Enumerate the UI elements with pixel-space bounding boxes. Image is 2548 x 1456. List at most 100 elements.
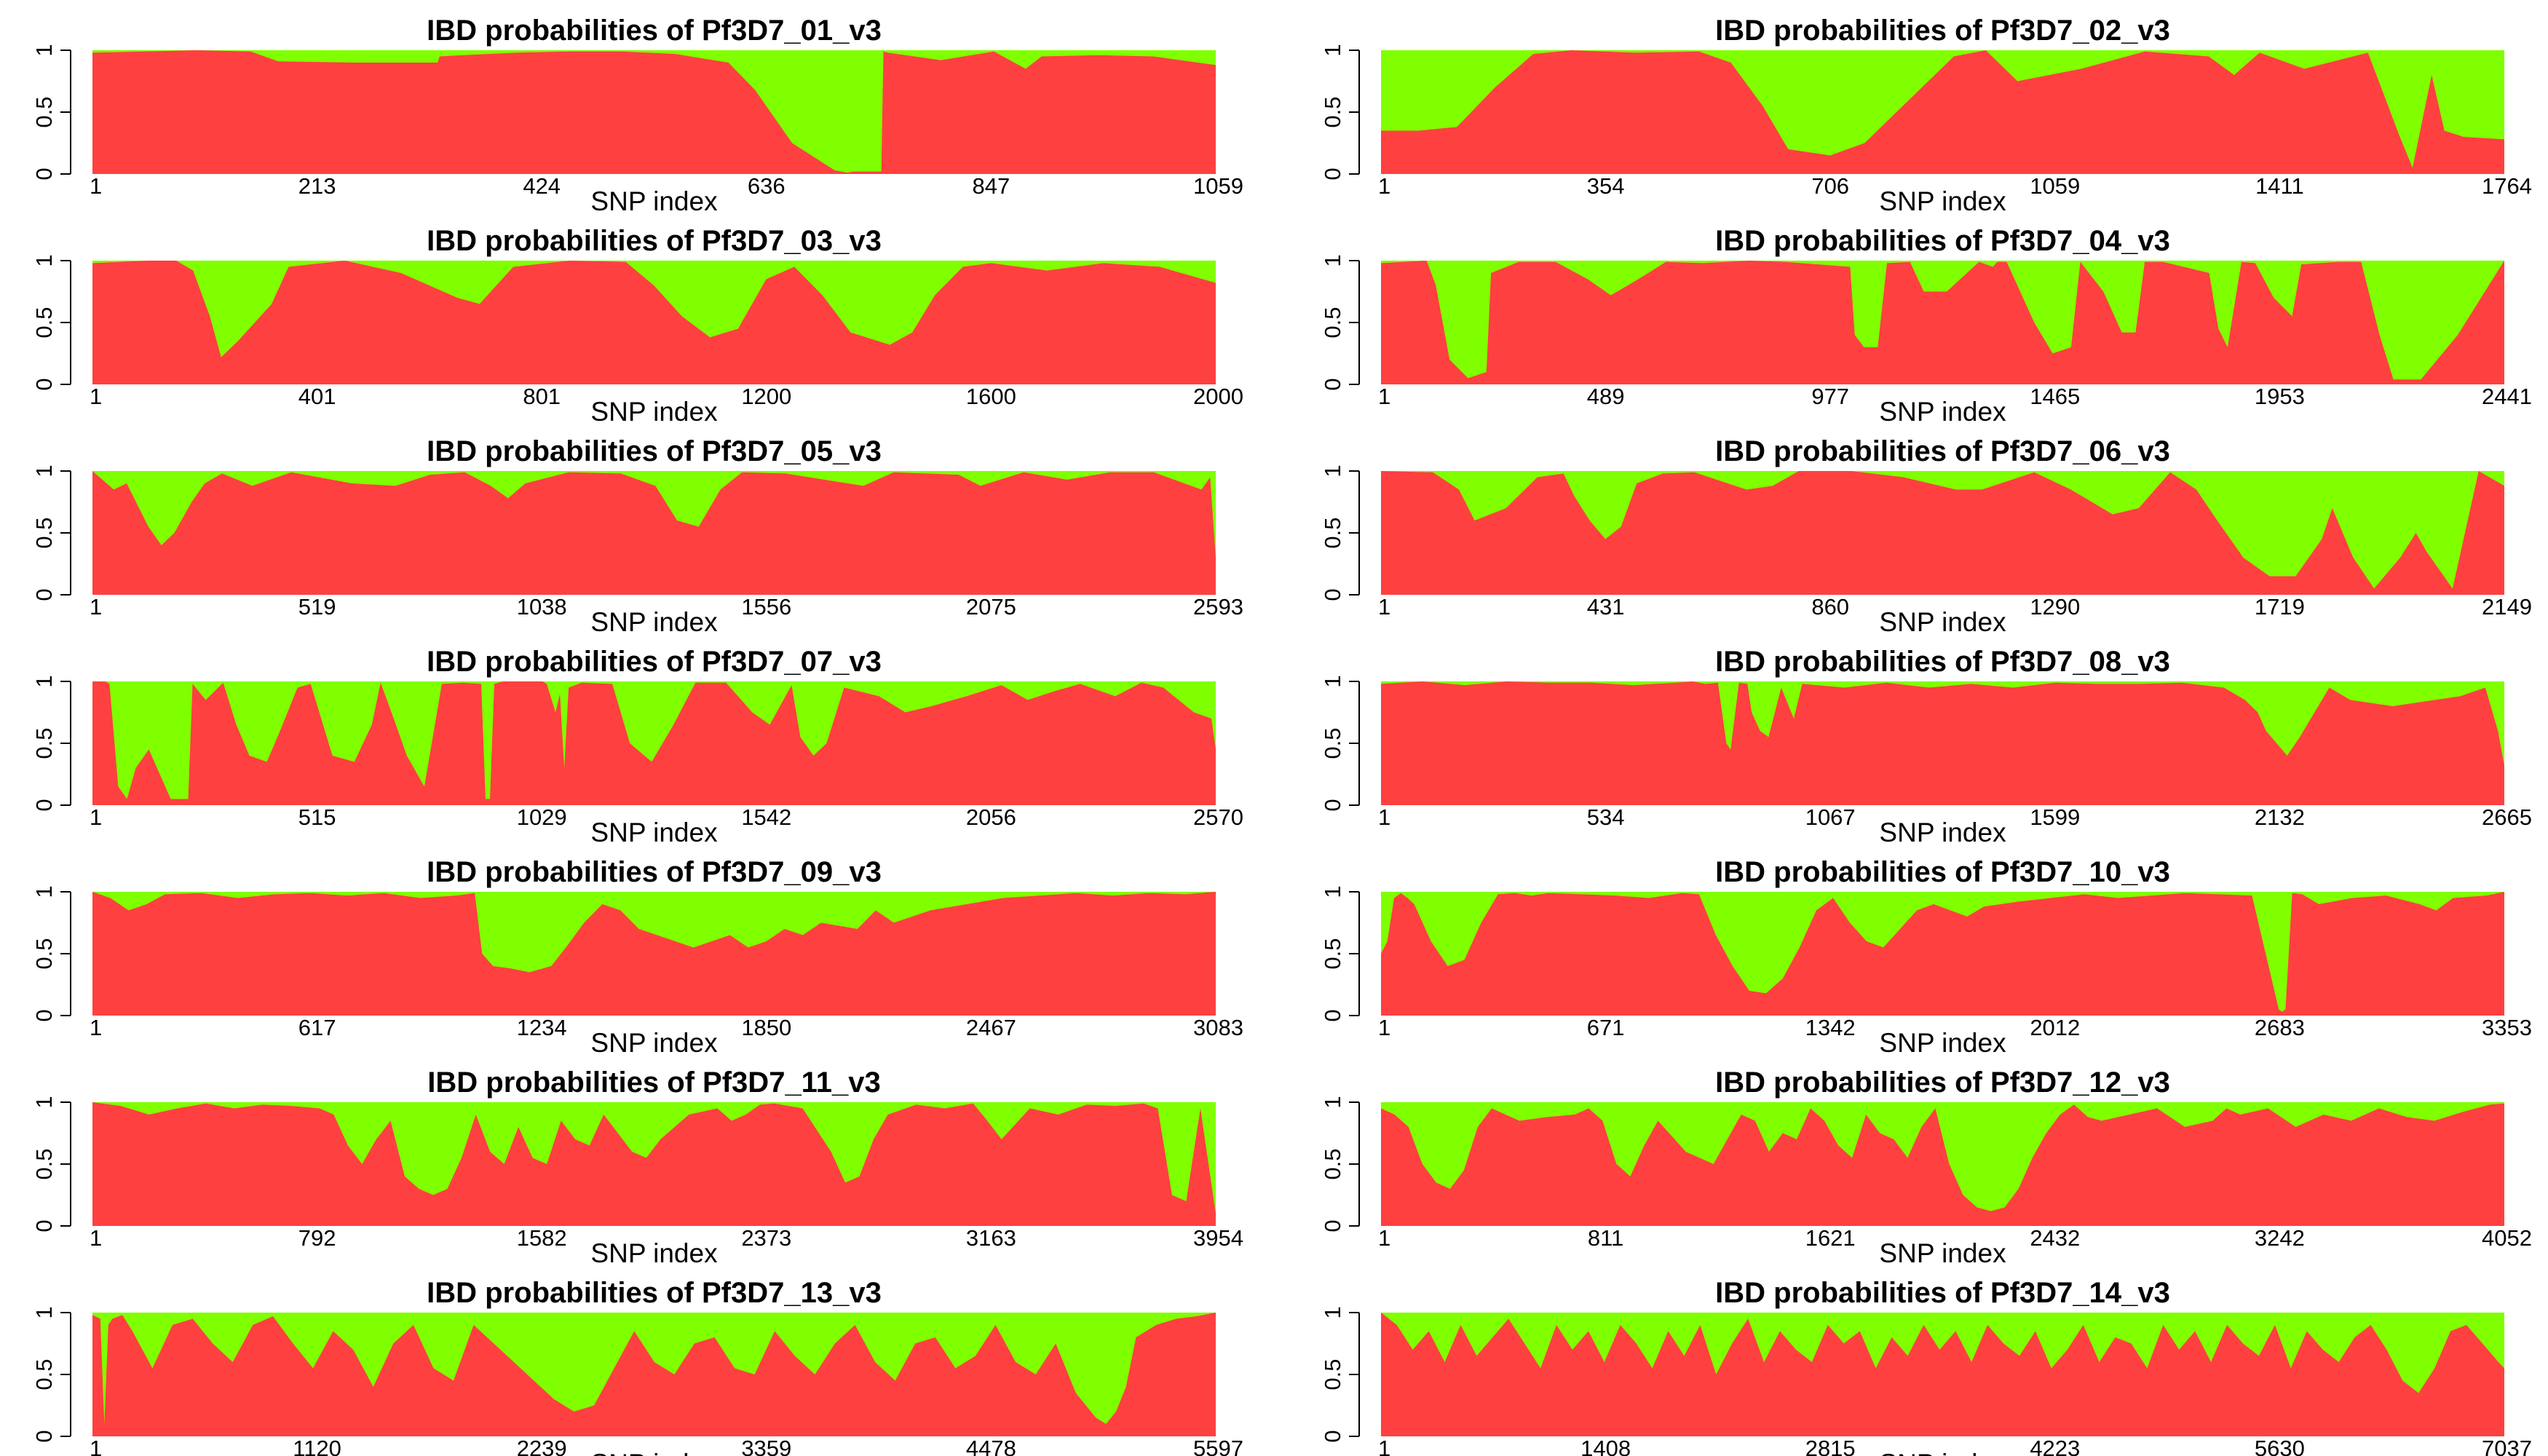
ibd-area — [92, 261, 1216, 384]
x-axis-label: SNP index — [1879, 186, 2006, 216]
ibd-area — [1381, 50, 2504, 174]
x-tick-label: 3242 — [2255, 1225, 2305, 1251]
x-tick-label: 2373 — [741, 1225, 791, 1251]
y-tick-label: 1 — [31, 254, 57, 266]
y-tick-label: 0.5 — [1320, 1358, 1345, 1390]
x-axis-label: SNP index — [1879, 818, 2006, 847]
y-tick-label: 0.5 — [1320, 1148, 1345, 1179]
x-tick-label: 671 — [1587, 1015, 1625, 1040]
y-tick-label: 0.5 — [31, 96, 57, 127]
x-axis-label: SNP index — [1879, 397, 2006, 427]
y-axis: 00.51 — [1320, 464, 1360, 601]
x-tick-label: 1408 — [1580, 1436, 1631, 1456]
x-tick-label: 2570 — [1193, 804, 1243, 830]
x-axis-label: SNP index — [590, 818, 718, 847]
x-tick-label: 1 — [1378, 384, 1390, 409]
chart-title: IBD probabilities of Pf3D7_11_v3 — [427, 1067, 880, 1099]
y-tick-label: 0 — [1320, 167, 1345, 180]
x-axis: 1 401 801 1200 1600 2000 — [90, 384, 1243, 409]
chart-title: IBD probabilities of Pf3D7_06_v3 — [1715, 435, 2170, 467]
x-tick-label: 1 — [90, 1225, 102, 1251]
ibd-area — [1381, 681, 2504, 805]
x-tick-label: 3954 — [1193, 1225, 1243, 1251]
x-axis: 1 431 860 1290 1719 2149 — [1378, 594, 2532, 620]
x-tick-label: 1 — [1378, 1225, 1390, 1251]
x-tick-label: 1542 — [741, 804, 791, 830]
x-tick-label: 519 — [298, 594, 336, 620]
x-axis-label: SNP index — [590, 1028, 718, 1058]
y-axis: 00.51 — [1320, 1096, 1360, 1233]
x-tick-label: 636 — [748, 173, 786, 199]
ibd-area — [92, 1102, 1216, 1226]
x-tick-label: 3083 — [1193, 1015, 1243, 1040]
y-tick-label: 0 — [1320, 1009, 1345, 1021]
y-tick-label: 1 — [31, 1096, 57, 1108]
y-tick-label: 1 — [1320, 885, 1345, 898]
x-tick-label: 5597 — [1193, 1436, 1243, 1456]
y-axis: 00.51 — [1320, 44, 1360, 181]
x-tick-label: 2683 — [2255, 1015, 2305, 1040]
x-axis: 1 519 1038 1556 2075 2593 — [90, 594, 1243, 620]
x-tick-label: 1764 — [2482, 173, 2532, 199]
chart-title: IBD probabilities of Pf3D7_07_v3 — [427, 646, 882, 678]
x-tick-label: 2665 — [2482, 804, 2532, 830]
chart-title: IBD probabilities of Pf3D7_10_v3 — [1715, 856, 2170, 888]
chart-title: IBD probabilities of Pf3D7_04_v3 — [1715, 225, 2170, 257]
x-tick-label: 1582 — [517, 1225, 567, 1251]
x-tick-label: 1200 — [741, 384, 791, 409]
x-axis-label: SNP index — [590, 1449, 718, 1456]
y-tick-label: 0 — [1320, 1430, 1345, 1442]
x-axis-label: SNP index — [1879, 607, 2006, 637]
x-tick-label: 1067 — [1805, 804, 1856, 830]
x-axis-label: SNP index — [590, 1238, 718, 1268]
y-tick-label: 0.5 — [1320, 306, 1345, 338]
x-tick-label: 1038 — [517, 594, 567, 620]
x-tick-label: 2467 — [966, 1015, 1016, 1040]
x-tick-label: 534 — [1587, 804, 1625, 830]
x-tick-label: 2075 — [966, 594, 1016, 620]
x-axis: 1 489 977 1465 1953 2441 — [1378, 384, 2532, 409]
x-tick-label: 4052 — [2482, 1225, 2532, 1251]
y-tick-label: 0.5 — [31, 1148, 57, 1179]
ibd-area — [1381, 471, 2504, 595]
x-tick-label: 2056 — [966, 804, 1016, 830]
x-tick-label: 424 — [523, 173, 561, 199]
ibd-area — [1381, 892, 2504, 1016]
x-tick-label: 1059 — [1193, 173, 1243, 199]
x-tick-label: 1 — [90, 594, 102, 620]
chart-title: IBD probabilities of Pf3D7_12_v3 — [1715, 1067, 2170, 1099]
x-tick-label: 1719 — [2255, 594, 2305, 620]
x-tick-label: 2239 — [517, 1436, 567, 1456]
x-axis: 1 811 1621 2432 3242 4052 — [1378, 1225, 2532, 1251]
y-tick-label: 1 — [1320, 675, 1345, 687]
ibd-area — [92, 1313, 1216, 1436]
y-tick-label: 0 — [1320, 588, 1345, 601]
ibd-area — [92, 892, 1216, 1016]
x-tick-label: 847 — [973, 173, 1010, 199]
x-tick-label: 2149 — [2482, 594, 2532, 620]
x-tick-label: 860 — [1811, 594, 1849, 620]
y-axis: 00.51 — [31, 44, 71, 181]
y-tick-label: 1 — [1320, 1306, 1345, 1318]
x-axis-label: SNP index — [590, 186, 718, 216]
x-tick-label: 1411 — [2255, 173, 2304, 199]
x-tick-label: 1342 — [1805, 1015, 1856, 1040]
x-tick-label: 1120 — [293, 1436, 341, 1456]
y-tick-label: 1 — [1320, 254, 1345, 266]
y-tick-label: 0 — [31, 167, 57, 180]
x-axis: 1 534 1067 1599 2132 2665 — [1378, 804, 2532, 830]
y-tick-label: 0.5 — [31, 306, 57, 338]
y-tick-label: 1 — [1320, 1096, 1345, 1108]
y-tick-label: 0 — [1320, 1219, 1345, 1232]
x-tick-label: 1850 — [741, 1015, 791, 1040]
x-axis-label: SNP index — [590, 397, 718, 427]
x-tick-label: 515 — [298, 804, 336, 830]
